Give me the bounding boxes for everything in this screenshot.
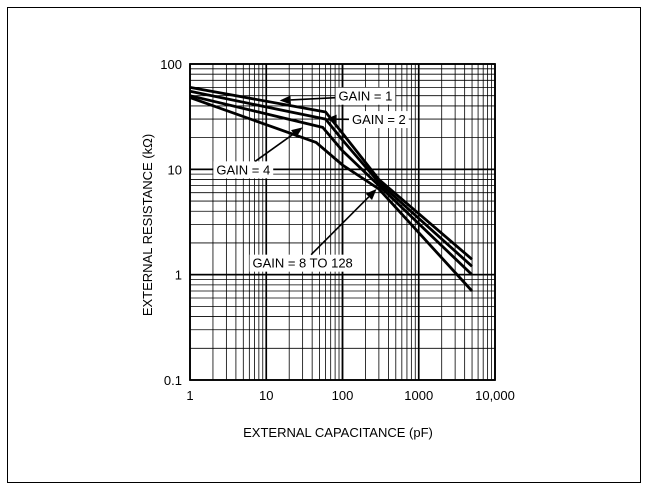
annotation-arrow: [310, 196, 370, 256]
x-tick-label: 1000: [404, 388, 433, 403]
x-tick-label: 1: [186, 388, 193, 403]
annotation-background: [335, 87, 396, 105]
series-line: [189, 96, 474, 292]
y-tick-label: 100: [160, 57, 182, 72]
annotation-arrowhead: [279, 95, 291, 105]
grid: [189, 63, 496, 381]
annotation-background: [348, 111, 409, 129]
annotation-arrow: [254, 133, 295, 162]
annotation-label: GAIN = 8 TO 128: [252, 256, 352, 271]
chart-frame: [7, 7, 641, 483]
series-line: [189, 86, 473, 261]
annotation-arrowhead: [325, 114, 337, 124]
x-axis-title: EXTERNAL CAPACITANCE (pF): [243, 425, 433, 440]
series-line: [189, 94, 473, 276]
annotation-background: [249, 254, 356, 272]
annotation-label: GAIN = 1: [339, 89, 393, 104]
annotation-background: [213, 161, 274, 179]
annotation-label: GAIN = 4: [216, 162, 270, 177]
y-tick-label: 0.1: [164, 373, 182, 388]
series-line: [189, 89, 473, 268]
y-tick-label: 10: [168, 162, 182, 177]
annotation-arrowhead: [365, 189, 377, 201]
y-axis-title: EXTERNAL RESISTANCE (kΩ): [140, 134, 155, 316]
annotation-arrow: [290, 96, 336, 101]
x-tick-label: 100: [332, 388, 354, 403]
annotation: GAIN = 8 TO 128: [249, 189, 377, 272]
annotation-label: GAIN = 2: [352, 112, 406, 127]
plot-border: [189, 63, 496, 381]
series-lines: [189, 86, 474, 292]
annotation-arrowhead: [291, 127, 303, 138]
annotation: GAIN = 2: [325, 111, 409, 129]
annotation: GAIN = 4: [213, 127, 303, 179]
x-tick-label: 10: [259, 388, 273, 403]
annotation: GAIN = 1: [279, 87, 396, 105]
annotations: GAIN = 1 GAIN = 2 GAIN = 4 GAIN = 8 TO 128: [213, 87, 409, 272]
y-tick-label: 1: [175, 268, 182, 283]
x-tick-label: 10,000: [475, 388, 515, 403]
tick-labels: 1 10 100 1000 10,000 100 10 1 0.1: [160, 57, 515, 403]
